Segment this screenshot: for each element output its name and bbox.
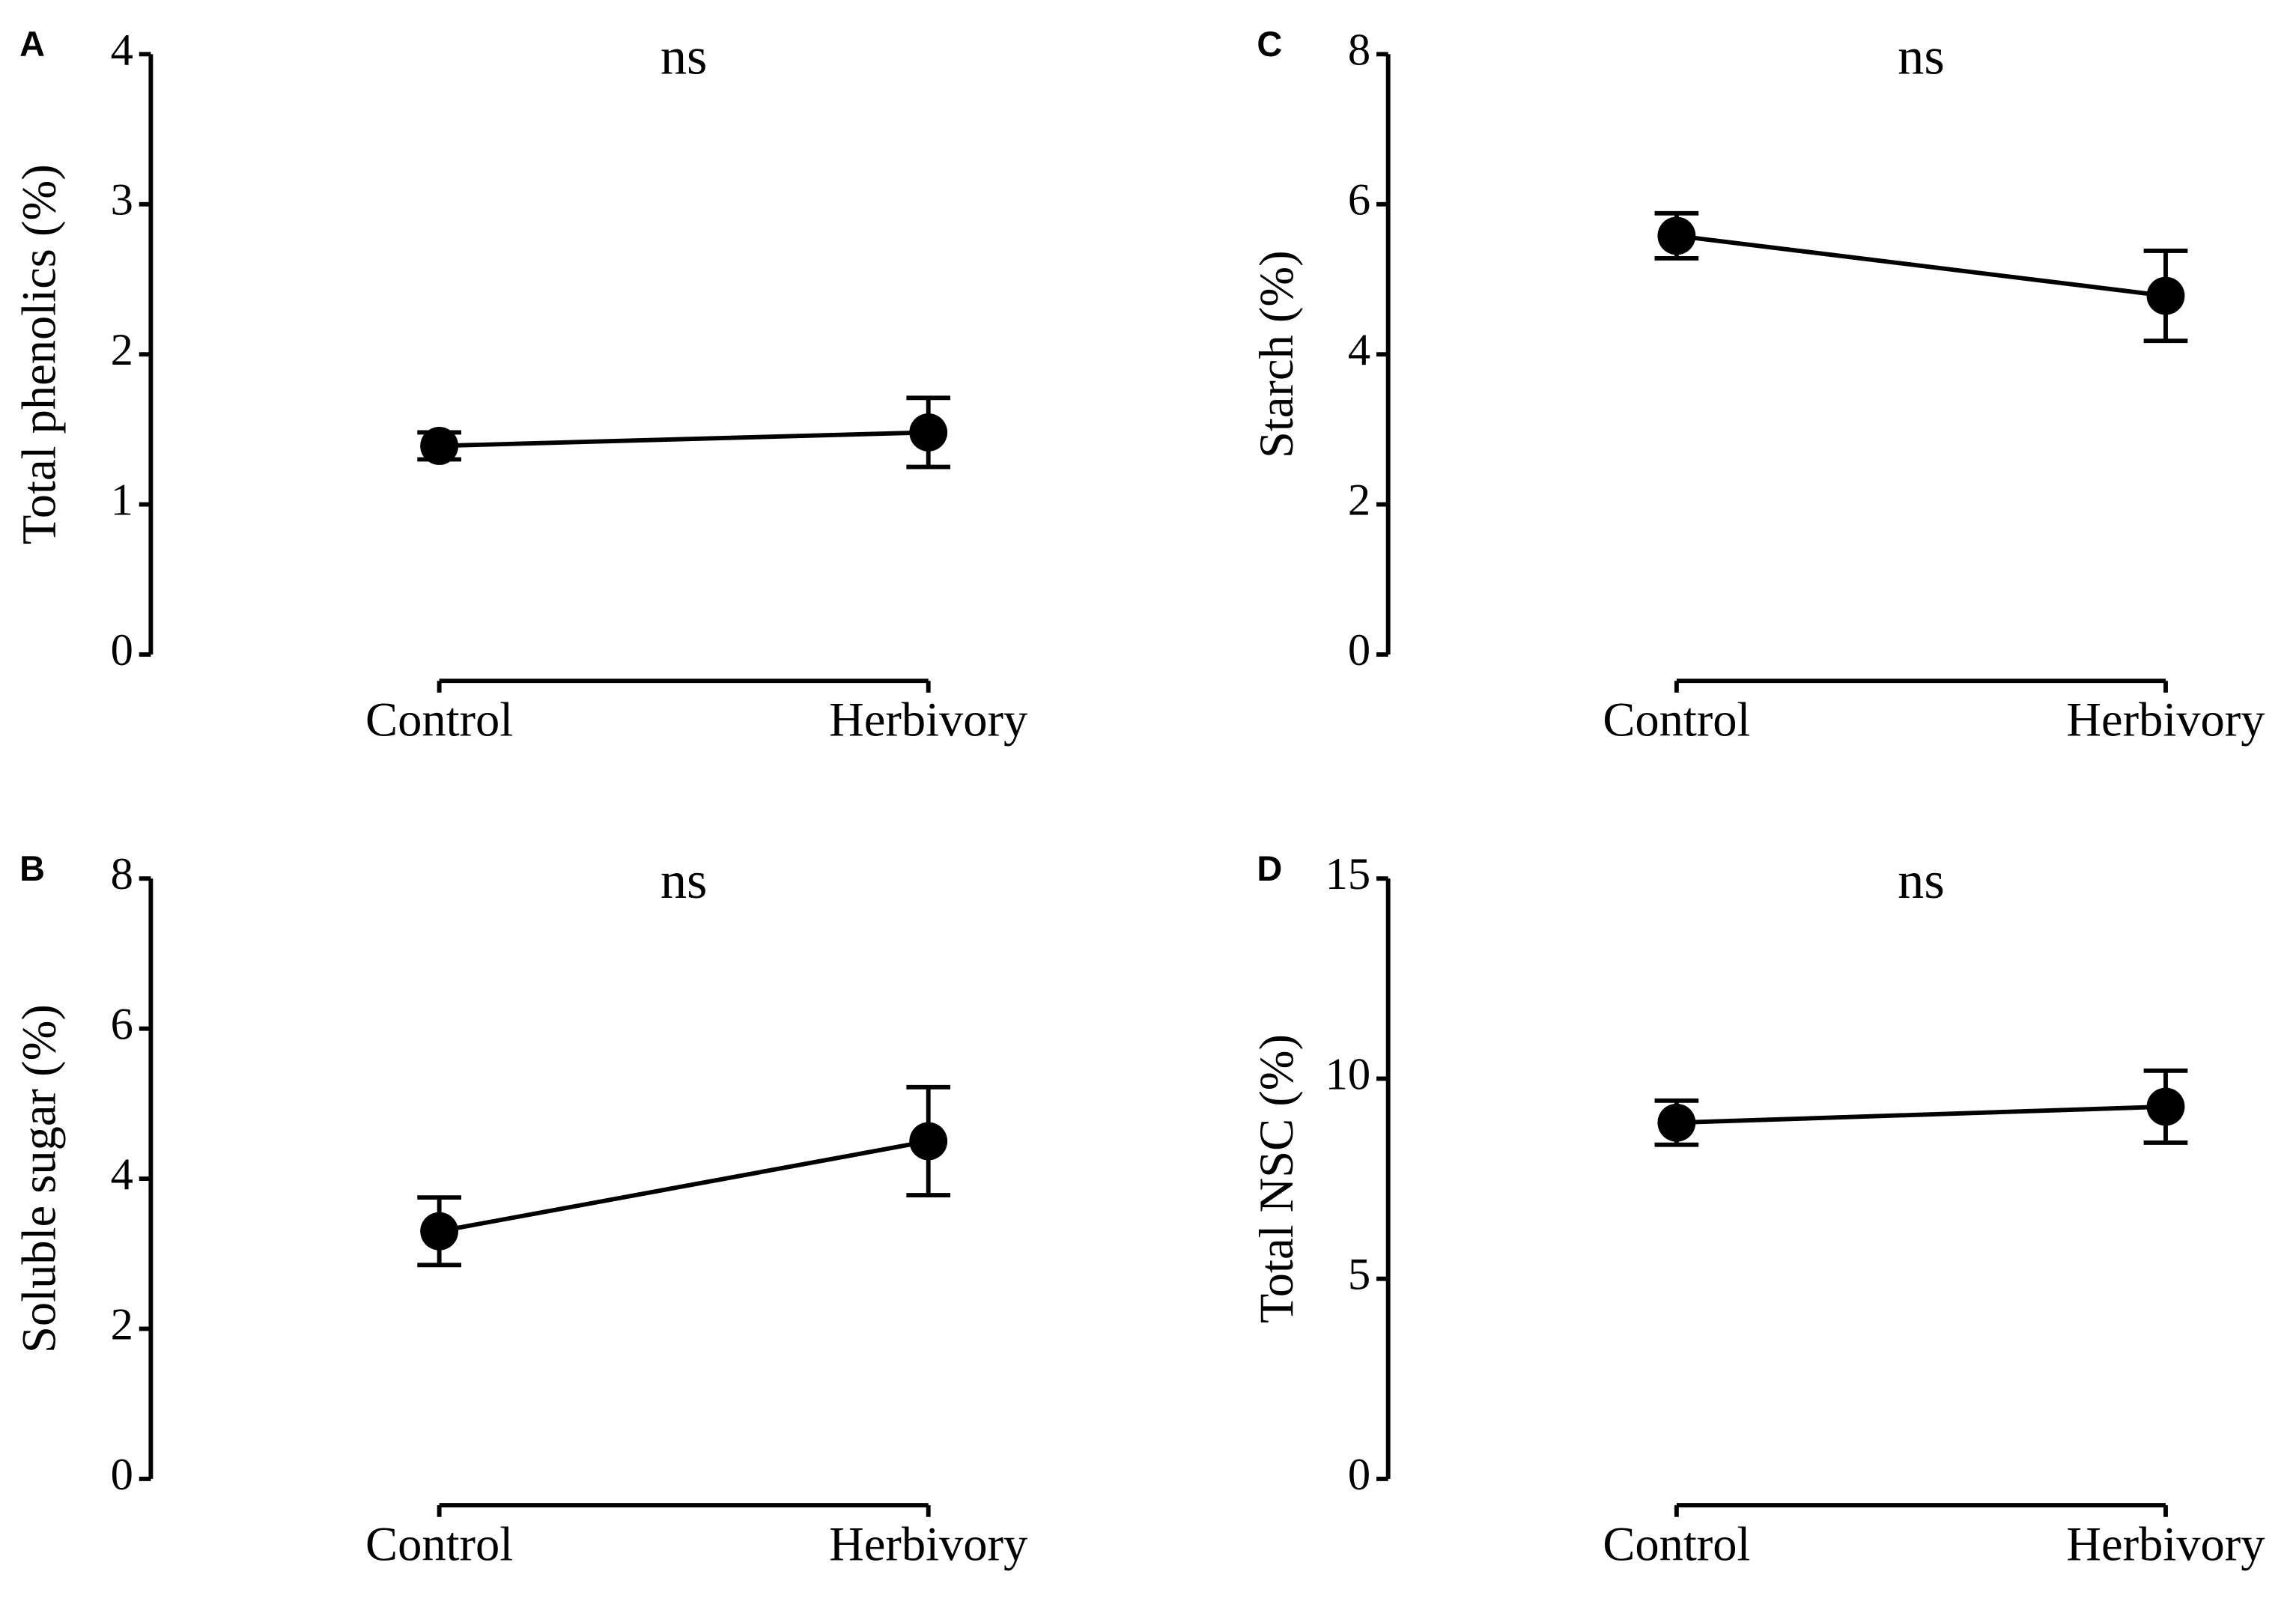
data-line — [1676, 233, 2166, 298]
y-tick-label: 1 — [111, 476, 133, 526]
annotation: ns — [1898, 27, 1945, 85]
y-tick-label: 0 — [1348, 625, 1370, 675]
annotation: ns — [660, 27, 708, 85]
y-tick-label: 6 — [1348, 175, 1370, 225]
y-tick-label: 0 — [111, 1450, 133, 1500]
data-line — [1676, 1104, 2166, 1125]
x-tick-label: Herbivory — [2066, 693, 2265, 747]
y-tick-label: 4 — [111, 25, 133, 75]
panel-label: A — [19, 25, 45, 64]
y-tick-label: 0 — [111, 625, 133, 675]
y-axis-label: Starch (%) — [1250, 250, 1303, 458]
y-tick-label: 0 — [1348, 1450, 1370, 1500]
panel-label: D — [1257, 849, 1282, 888]
y-axis-label: Total NSC (%) — [1250, 1034, 1303, 1323]
data-point — [2146, 1087, 2185, 1126]
y-tick-label: 3 — [111, 175, 133, 225]
x-tick-label: Control — [365, 1518, 513, 1571]
y-tick-label: 10 — [1325, 1049, 1371, 1099]
y-tick-label: 15 — [1325, 849, 1371, 899]
y-tick-label: 4 — [1348, 325, 1370, 375]
data-point — [909, 413, 948, 452]
data-point — [1657, 216, 1696, 255]
x-tick-label: Herbivory — [2066, 1518, 2265, 1571]
y-tick-label: 2 — [111, 1299, 133, 1349]
panel-label: B — [19, 849, 45, 888]
annotation: ns — [660, 851, 708, 910]
x-tick-label: Control — [1603, 1518, 1750, 1571]
y-tick-label: 4 — [111, 1149, 133, 1200]
x-tick-label: Herbivory — [829, 1518, 1027, 1571]
y-axis-label: Soluble sugar (%) — [12, 1004, 65, 1353]
x-tick-label: Control — [365, 693, 513, 747]
data-point — [420, 427, 459, 465]
y-tick-label: 6 — [111, 1000, 133, 1050]
data-point — [909, 1122, 948, 1161]
y-tick-label: 2 — [1348, 476, 1370, 526]
y-tick-label: 2 — [111, 325, 133, 375]
annotation: ns — [1898, 851, 1945, 910]
data-line — [439, 1139, 929, 1234]
y-tick-label: 5 — [1348, 1250, 1370, 1300]
data-point — [2146, 276, 2185, 315]
y-tick-label: 8 — [1348, 25, 1370, 75]
panel-label: C — [1257, 25, 1282, 64]
data-line — [439, 430, 929, 449]
data-point — [1657, 1103, 1696, 1142]
x-tick-label: Control — [1603, 693, 1750, 747]
data-point — [420, 1212, 459, 1251]
y-tick-label: 8 — [111, 849, 133, 899]
x-tick-label: Herbivory — [829, 693, 1027, 747]
y-axis-label: Total phenolics (%) — [12, 164, 65, 544]
